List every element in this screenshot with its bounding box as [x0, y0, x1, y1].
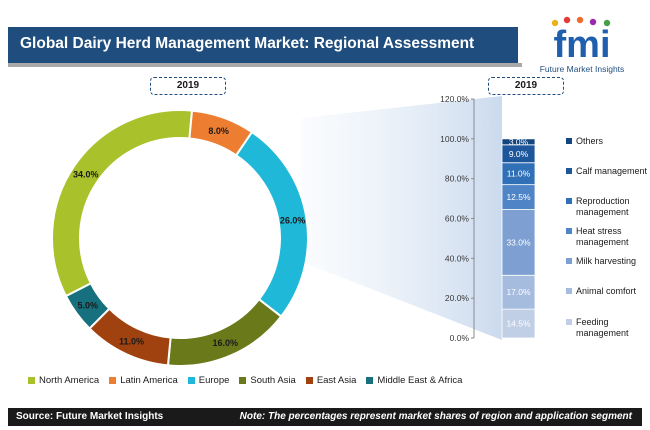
- donut-legend: North America Latin America Europe South As…: [28, 372, 628, 388]
- logo-name: Future Market Insights: [540, 64, 625, 74]
- bar-legend-swatch-animal-comfort: [566, 288, 572, 294]
- legend-swatch-latin-america: [109, 376, 117, 384]
- footer-source: Source: Future Market Insights: [16, 411, 164, 422]
- bar-legend-swatch-reproduction-management: [566, 198, 572, 204]
- bar-legend-label-milk-harvesting: Milk harvesting: [576, 256, 636, 266]
- bar-value-heat-stress-management: 12.5%: [506, 192, 531, 202]
- legend-label-east-asia: East Asia: [316, 374, 357, 386]
- y-tick-label: 120.0%: [440, 94, 469, 104]
- donut-label-north-america: 34.0%: [73, 169, 99, 179]
- legend-swatch-north-america: [28, 376, 35, 384]
- bar-legend-label-animal-comfort: Animal comfort: [576, 286, 637, 296]
- bar-legend-label-feeding-management: Feeding management: [576, 317, 629, 338]
- legend-label-latin-america: Latin America: [120, 374, 178, 386]
- legend-item-middle-east-africa: Middle East & Africa: [366, 375, 462, 386]
- legend-label-middle-east-africa: Middle East & Africa: [377, 374, 463, 386]
- footer-bar: Source: Future Market Insights Note: The…: [8, 408, 642, 426]
- footer-note: Note: The percentages represent market s…: [239, 411, 632, 422]
- bar-legend-label-others: Others: [576, 136, 604, 146]
- y-tick-label: 40.0%: [445, 253, 470, 263]
- bar-segment-feeding-management: [501, 308, 536, 339]
- bar-legend-label-calf-management: Calf management: [576, 166, 648, 176]
- donut-slice-north-america: [51, 109, 194, 298]
- bar-legend-swatch-others: [566, 138, 572, 144]
- bar-legend-swatch-calf-management: [566, 168, 572, 174]
- y-tick-label: 20.0%: [445, 293, 470, 303]
- legend-item-north-america: North America: [28, 375, 99, 386]
- bar-legend-swatch-milk-harvesting: [566, 258, 572, 264]
- donut-label-europe: 26.0%: [280, 216, 306, 226]
- bar-legend-label-heat-stress-management: Heat stress management: [576, 226, 629, 247]
- legend-label-europe: Europe: [198, 374, 230, 386]
- donut-to-bar-connector: [302, 96, 502, 340]
- bar-segment-animal-comfort: [501, 274, 536, 310]
- donut-chart: 34.0% 8.0% 26.0% 16.0% 11.0% 5.0%: [51, 109, 309, 367]
- bar-value-feeding-management: 14.5%: [506, 319, 531, 329]
- y-tick-label: 60.0%: [445, 214, 470, 224]
- chart-title: Global Dairy Herd Management Market: Reg…: [20, 35, 475, 52]
- legend-swatch-middle-east-africa: [366, 376, 374, 384]
- bar-legend-swatch-feeding-management: [566, 319, 572, 325]
- bar-legend-swatch-heat-stress-management: [566, 228, 572, 234]
- donut-label-east-asia: 11.0%: [119, 337, 144, 347]
- legend-label-south-asia: South Asia: [250, 374, 296, 386]
- legend-item-latin-america: Latin America: [109, 375, 178, 386]
- legend-item-europe: Europe: [187, 374, 230, 386]
- y-tick-label: 80.0%: [445, 174, 470, 184]
- bar-value-others: 3.0%: [509, 137, 529, 147]
- legend-swatch-east-asia: [305, 376, 313, 384]
- stacked-bar-chart: 0.0% 20.0% 40.0% 60.0% 80.0% 100.0% 120.0% 14.5…: [440, 94, 647, 343]
- donut-label-latin-america: 8.0%: [208, 126, 229, 136]
- donut-label-middle-east-africa: 5.0%: [78, 301, 99, 311]
- donut-label-south-asia: 16.0%: [213, 338, 239, 348]
- bar-year-label: 2019: [488, 77, 564, 95]
- title-banner: Global Dairy Herd Management Market: Reg…: [8, 27, 522, 67]
- bar-segment-milk-harvesting: [501, 209, 536, 276]
- y-tick-label: 100.0%: [440, 134, 469, 144]
- legend-item-east-asia: East Asia: [305, 374, 357, 386]
- legend-swatch-europe: [187, 376, 195, 384]
- bar-value-calf-management: 9.0%: [509, 149, 529, 159]
- logo-mark: fmi: [554, 24, 611, 66]
- bar-value-milk-harvesting: 33.0%: [506, 237, 531, 247]
- legend-label-north-america: North America: [39, 374, 100, 386]
- legend-item-south-asia: South Asia: [239, 374, 296, 386]
- title-banner-shadow: [8, 63, 522, 67]
- bar-legend-label-reproduction-management: Reproduction management: [576, 196, 630, 217]
- y-tick-label: 0.0%: [450, 333, 470, 343]
- donut-slice-middle-east-africa: [64, 282, 111, 330]
- bar-value-animal-comfort: 17.0%: [506, 287, 531, 297]
- bar-value-reproduction-management: 11.0%: [507, 169, 531, 179]
- donut-slice-south-asia: [166, 297, 283, 367]
- donut-year-label: 2019: [150, 77, 226, 95]
- legend-swatch-south-asia: [239, 376, 247, 384]
- bar-segment-others: [501, 138, 536, 146]
- fmi-logo: fmi Future Market Insights: [540, 16, 625, 74]
